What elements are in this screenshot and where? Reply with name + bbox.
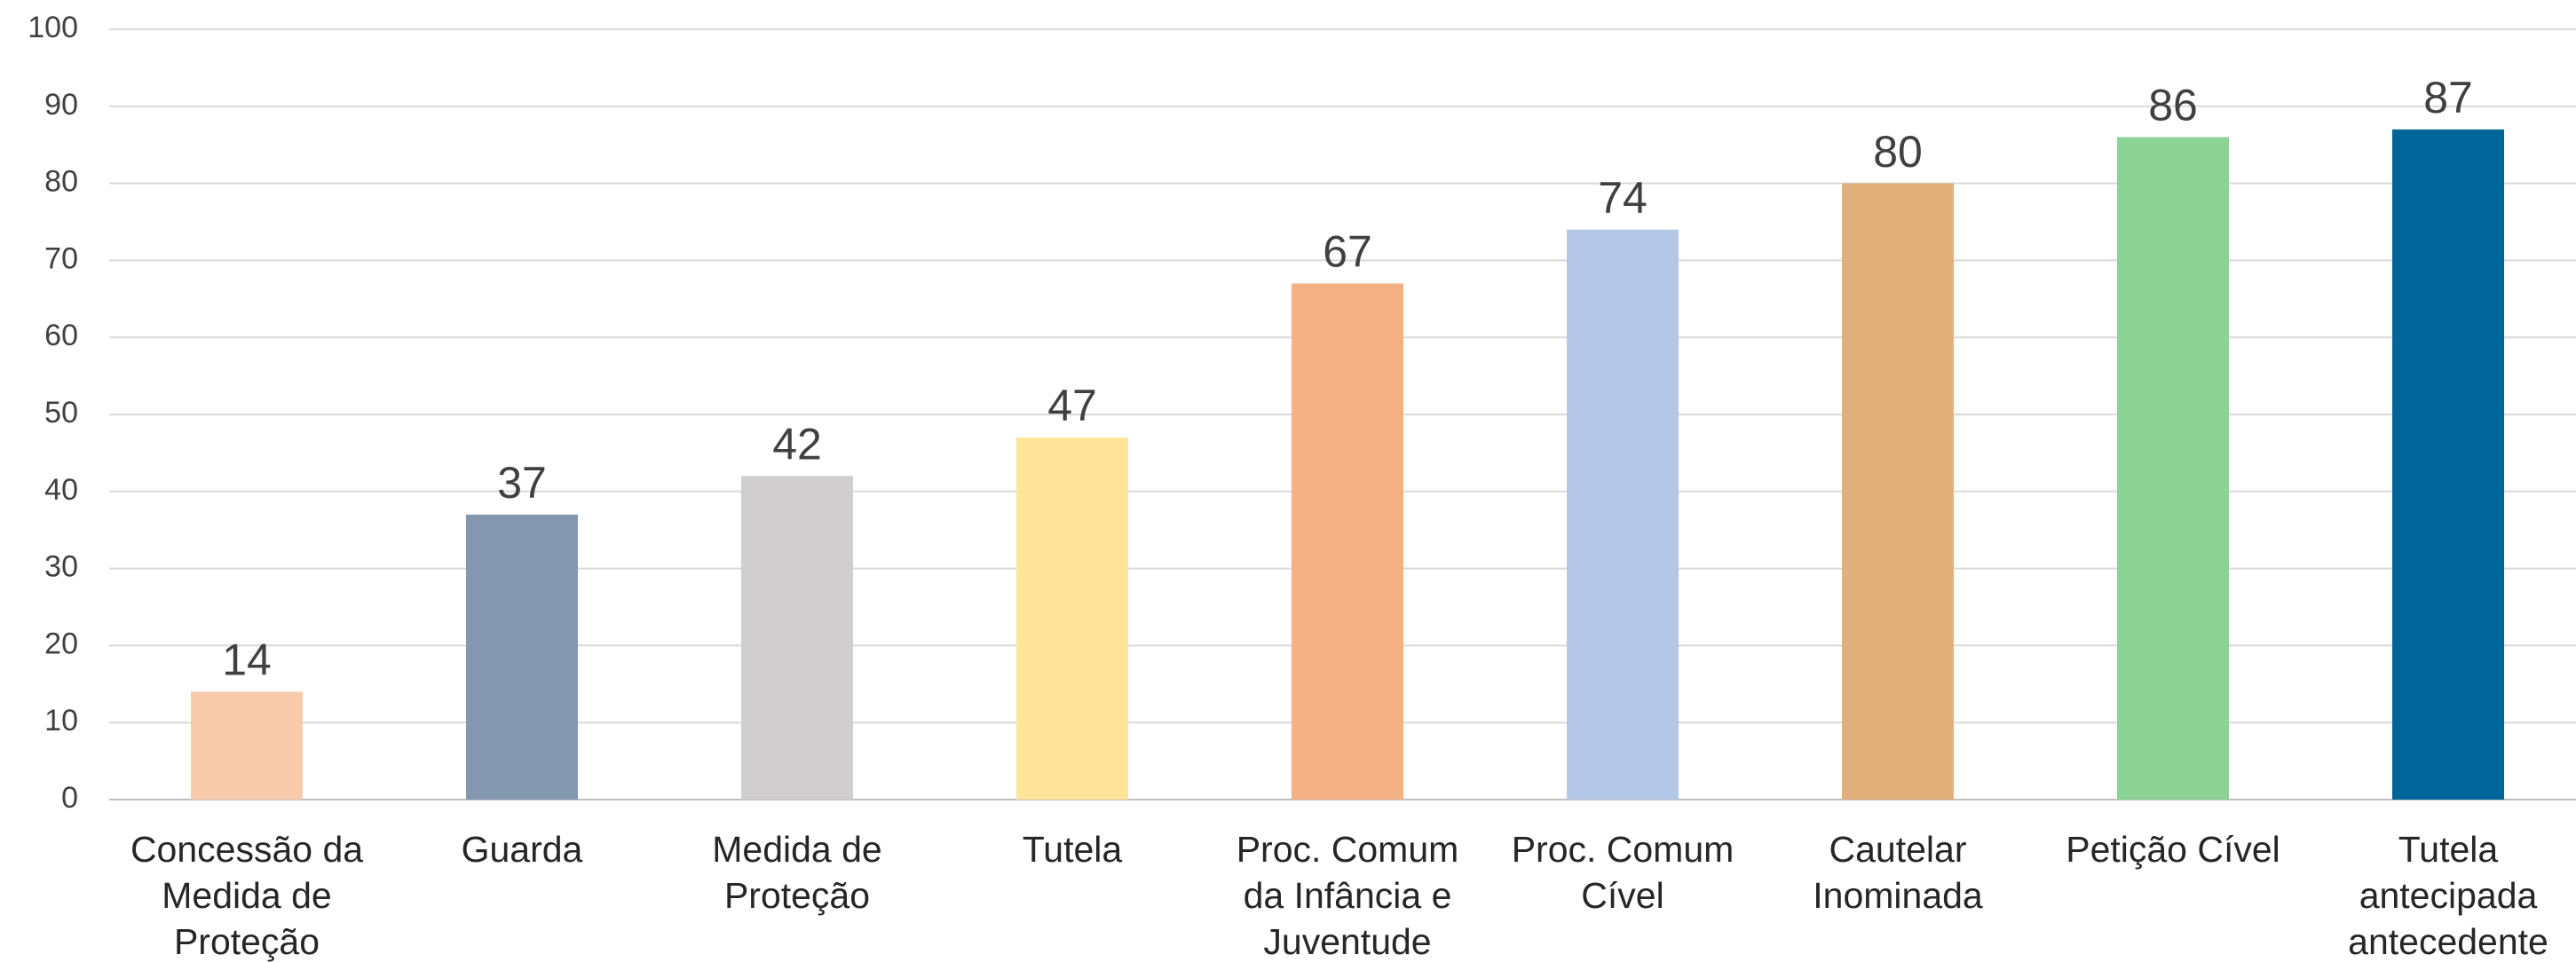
bar: [1842, 183, 1954, 800]
bar: [2392, 129, 2504, 800]
y-tick-label: 50: [44, 396, 78, 430]
bar: [1016, 438, 1128, 800]
value-label: 80: [1873, 127, 1923, 177]
bar: [2117, 137, 2229, 800]
value-label: 42: [772, 420, 822, 469]
x-tick-label: Concessão da Medida de Proteção: [130, 829, 364, 962]
bar: [466, 514, 578, 800]
x-tick-label: Proc. Comum da Infância e Juventude: [1236, 829, 1459, 962]
value-label: 67: [1323, 227, 1372, 277]
y-tick-label: 40: [44, 473, 78, 507]
x-tick-label: Tutela: [1022, 829, 1123, 870]
y-tick-label: 60: [44, 319, 78, 352]
y-tick-label: 0: [61, 781, 78, 815]
value-label: 74: [1598, 173, 1648, 223]
value-label: 14: [222, 635, 272, 685]
x-tick-label: Tutela antecipada antecedente: [2348, 829, 2548, 962]
y-tick-label: 20: [44, 627, 78, 660]
x-tick-label: Guarda: [461, 829, 583, 870]
bar: [1292, 283, 1403, 800]
x-tick-label: Cautelar Inominada: [1813, 829, 1983, 916]
value-label: 87: [2423, 73, 2473, 122]
x-tick-label: Proc. Comum Cível: [1511, 829, 1734, 916]
y-tick-label: 70: [44, 241, 78, 275]
bar: [1567, 229, 1679, 800]
y-tick-label: 80: [44, 165, 78, 199]
y-tick-label: 10: [44, 704, 78, 737]
x-tick-label: Medida de Proteção: [712, 829, 882, 916]
y-tick-label: 30: [44, 550, 78, 584]
value-label: 37: [497, 458, 547, 508]
bar: [741, 476, 853, 800]
value-label: 86: [2148, 81, 2198, 130]
y-tick-label: 100: [28, 11, 78, 44]
x-tick-label: Petição Cível: [2066, 829, 2280, 870]
bar: [191, 691, 303, 800]
value-label: 47: [1047, 381, 1097, 430]
y-tick-label: 90: [44, 88, 78, 122]
